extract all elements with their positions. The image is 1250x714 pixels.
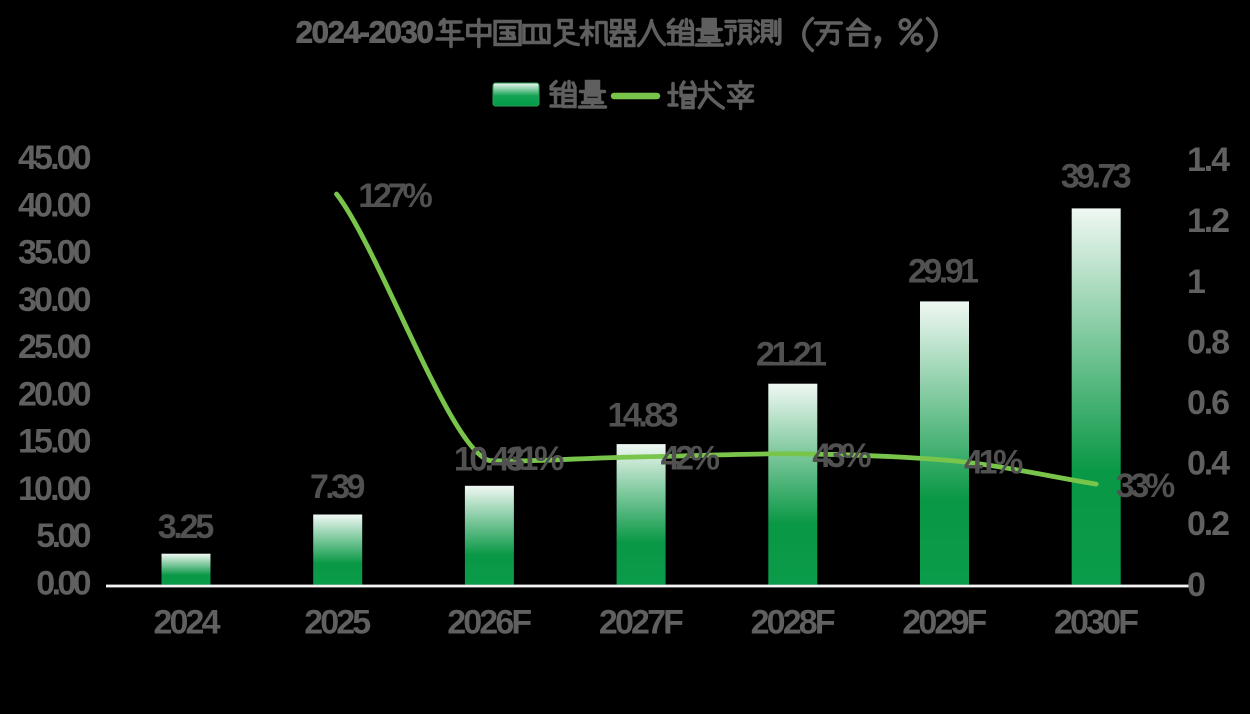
svg-text:39.73: 39.73 xyxy=(1061,158,1132,196)
svg-text:0.2: 0.2 xyxy=(1187,505,1230,543)
svg-text:30.00: 30.00 xyxy=(18,281,92,319)
svg-text:29.91: 29.91 xyxy=(908,252,979,290)
svg-text:40.00: 40.00 xyxy=(18,186,92,224)
svg-text:14.83: 14.83 xyxy=(608,396,679,434)
svg-text:25.00: 25.00 xyxy=(18,328,92,366)
svg-text:2025: 2025 xyxy=(304,604,371,642)
svg-text:3.25: 3.25 xyxy=(158,508,215,546)
svg-text:2028F: 2028F xyxy=(751,604,836,642)
svg-text:0.00: 0.00 xyxy=(36,564,91,602)
svg-text:35.00: 35.00 xyxy=(18,234,92,272)
svg-text:21.21: 21.21 xyxy=(756,335,827,373)
svg-text:33%: 33% xyxy=(1116,467,1175,505)
svg-text:41%: 41% xyxy=(964,444,1023,482)
svg-text:5.00: 5.00 xyxy=(36,517,91,555)
svg-text:42%: 42% xyxy=(661,439,720,477)
svg-text:1.2: 1.2 xyxy=(1187,202,1230,240)
svg-text:10.00: 10.00 xyxy=(18,470,92,508)
svg-text:2026F: 2026F xyxy=(447,604,532,642)
svg-text:45.00: 45.00 xyxy=(18,139,92,177)
svg-text:1.4: 1.4 xyxy=(1187,141,1230,179)
svg-text:2029F: 2029F xyxy=(902,604,987,642)
svg-text:0.6: 0.6 xyxy=(1187,384,1230,422)
svg-text:10.43: 10.43 xyxy=(454,441,525,479)
svg-text:0.8: 0.8 xyxy=(1187,323,1230,361)
svg-text:15.00: 15.00 xyxy=(18,423,92,461)
svg-text:2024: 2024 xyxy=(154,604,221,642)
svg-text:0.4: 0.4 xyxy=(1187,445,1230,483)
svg-text:2030F: 2030F xyxy=(1054,604,1139,642)
svg-text:20.00: 20.00 xyxy=(18,375,92,413)
svg-text:2027F: 2027F xyxy=(599,604,684,642)
svg-text:43%: 43% xyxy=(812,437,871,475)
svg-text:1: 1 xyxy=(1187,263,1206,301)
svg-text:0: 0 xyxy=(1187,566,1206,604)
svg-text:41%: 41% xyxy=(505,440,564,478)
svg-text:2024-2030: 2024-2030 xyxy=(296,15,434,50)
svg-text:7.39: 7.39 xyxy=(310,468,366,506)
svg-text:127%: 127% xyxy=(358,177,433,215)
